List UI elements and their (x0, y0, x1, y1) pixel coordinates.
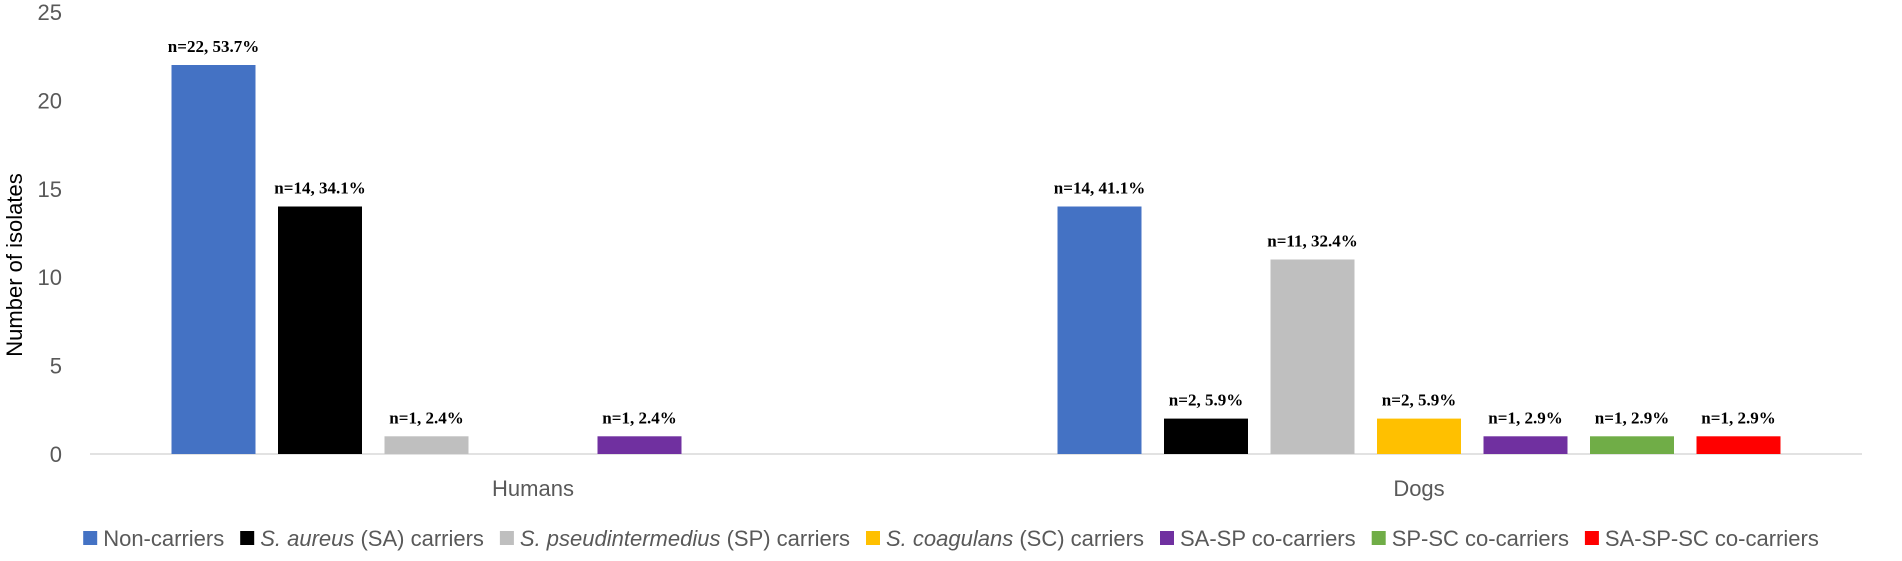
data-label-dogs-series-1: n=2, 5.9% (1169, 391, 1243, 410)
data-label-dogs-series-0: n=14, 41.1% (1054, 179, 1145, 198)
legend-item-2: S. pseudintermedius (SP) carriers (499, 526, 850, 551)
bar-dogs-series-1 (1164, 418, 1248, 454)
legend: Non-carriers S. aureus (SA) carriers S. ps… (83, 526, 1819, 551)
legend-swatch-1 (240, 531, 255, 545)
data-label-dogs-series-4: n=1, 2.9% (1488, 408, 1562, 427)
bar-humans-series-1 (278, 206, 362, 454)
legend-swatch-6 (1584, 531, 1599, 545)
legend-swatch-5 (1371, 531, 1386, 545)
data-label-dogs-series-3: n=2, 5.9% (1382, 391, 1456, 410)
data-labels: n=22, 53.7% n=14, 34.1% n=1, 2.4% n=1, 2.4%… (168, 37, 1776, 427)
y-axis-title: Number of isolates (2, 173, 27, 356)
category-labels: Humans Dogs (492, 476, 1445, 501)
legend-item-4: SA-SP co-carriers (1160, 526, 1356, 551)
bar-humans-series-0 (171, 65, 256, 454)
legend-swatch-3 (866, 531, 880, 545)
y-tick-label-10: 10 (38, 265, 62, 290)
bar-dogs-series-6 (1696, 436, 1781, 454)
y-tick-label-0: 0 (50, 442, 62, 467)
legend-item-3: S. coagulans (SC) carriers (866, 526, 1144, 551)
legend-item-1: S. aureus (SA) carriers (240, 526, 484, 551)
y-axis: 0 5 10 15 20 25 (38, 0, 62, 467)
bar-dogs-series-2 (1270, 259, 1355, 454)
data-label-humans-series-4: n=1, 2.4% (602, 408, 676, 427)
bar-dogs-series-4 (1483, 436, 1568, 454)
y-tick-label-15: 15 (38, 177, 62, 202)
category-label-dogs: Dogs (1393, 476, 1444, 501)
legend-swatch-2 (499, 531, 514, 545)
bar-dogs-series-0 (1057, 206, 1142, 454)
data-label-dogs-series-5: n=1, 2.9% (1595, 408, 1669, 427)
legend-label-4: SA-SP co-carriers (1180, 526, 1356, 551)
bars (171, 65, 1781, 454)
legend-swatch-4 (1160, 531, 1174, 545)
bar-dogs-series-5 (1590, 436, 1674, 454)
legend-item-6: SA-SP-SC co-carriers (1584, 526, 1819, 551)
legend-label-0: Non-carriers (103, 526, 224, 551)
category-label-humans: Humans (492, 476, 574, 501)
y-tick-label-25: 25 (38, 0, 62, 25)
data-label-humans-series-0: n=22, 53.7% (168, 37, 259, 56)
legend-item-5: SP-SC co-carriers (1371, 526, 1569, 551)
bar-dogs-series-3 (1377, 418, 1461, 454)
y-tick-label-5: 5 (50, 354, 62, 379)
legend-swatch-0 (83, 531, 98, 545)
data-label-dogs-series-2: n=11, 32.4% (1267, 232, 1357, 251)
legend-label-2: S. pseudintermedius (SP) carriers (520, 526, 850, 551)
bar-humans-series-4 (597, 436, 682, 454)
legend-item-0: Non-carriers (83, 526, 224, 551)
legend-label-1: S. aureus (SA) carriers (260, 526, 484, 551)
legend-label-6: SA-SP-SC co-carriers (1605, 526, 1819, 551)
data-label-humans-series-2: n=1, 2.4% (389, 408, 463, 427)
data-label-dogs-series-6: n=1, 2.9% (1701, 408, 1775, 427)
legend-label-5: SP-SC co-carriers (1392, 526, 1569, 551)
legend-label-3: S. coagulans (SC) carriers (886, 526, 1144, 551)
data-label-humans-series-1: n=14, 34.1% (274, 179, 365, 198)
y-tick-label-20: 20 (38, 88, 62, 113)
bar-humans-series-2 (384, 436, 469, 454)
